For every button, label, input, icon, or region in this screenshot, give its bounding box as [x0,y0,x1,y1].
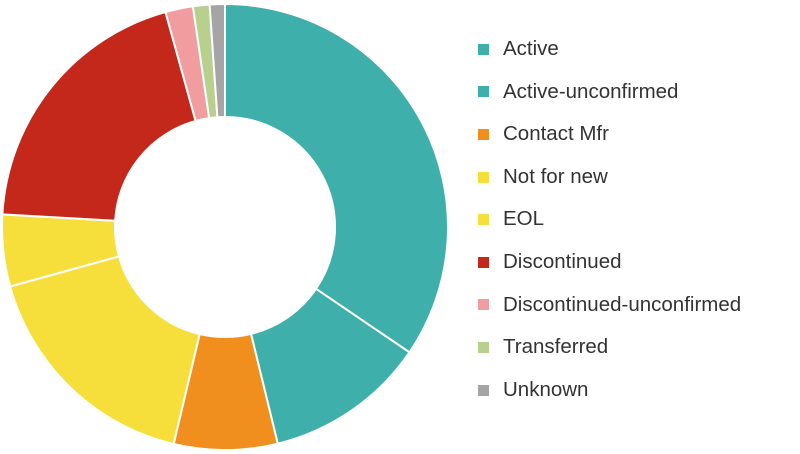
legend-swatch-active [478,43,489,55]
legend-label-discontinued-unconfirmed: Discontinued-unconfirmed [503,292,742,316]
legend-item-active-unconfirmed: Active-unconfirmed [478,71,741,114]
legend-item-contact-mfr: Contact Mfr [478,113,741,156]
chart-legend: Active Active-unconfirmed Contact Mfr Not f… [478,28,741,411]
slice-unknown [208,2,226,119]
legend-swatch-eol [478,214,489,226]
slice-not-for-new [8,255,201,446]
legend-item-unknown: Unknown [478,369,741,412]
donut-slices [1,2,449,451]
slice-active [224,2,449,354]
legend-label-discontinued: Discontinued [503,250,622,274]
legend-swatch-discontinued [478,256,489,268]
legend-label-active: Active [503,37,559,61]
legend-label-eol: EOL [503,207,545,231]
legend-item-eol: EOL [478,198,741,241]
legend-swatch-not-for-new [478,171,489,183]
donut-chart [1,2,449,451]
legend-label-not-for-new: Not for new [503,164,608,188]
legend-label-transferred: Transferred [503,335,609,359]
legend-swatch-active-unconfirmed [478,86,489,98]
legend-item-not-for-new: Not for new [478,156,741,199]
legend-item-discontinued-unconfirmed: Discontinued-unconfirmed [478,284,741,327]
legend-item-active: Active [478,28,741,71]
legend-label-active-unconfirmed: Active-unconfirmed [503,79,679,103]
legend-item-transferred: Transferred [478,326,741,369]
legend-item-discontinued: Discontinued [478,241,741,284]
legend-swatch-transferred [478,341,489,353]
slice-discontinued [1,10,197,222]
legend-swatch-contact-mfr [478,128,489,140]
legend-swatch-discontinued-unconfirmed [478,299,489,311]
legend-label-unknown: Unknown [503,377,589,401]
legend-swatch-unknown [478,384,489,396]
legend-label-contact-mfr: Contact Mfr [503,122,609,146]
